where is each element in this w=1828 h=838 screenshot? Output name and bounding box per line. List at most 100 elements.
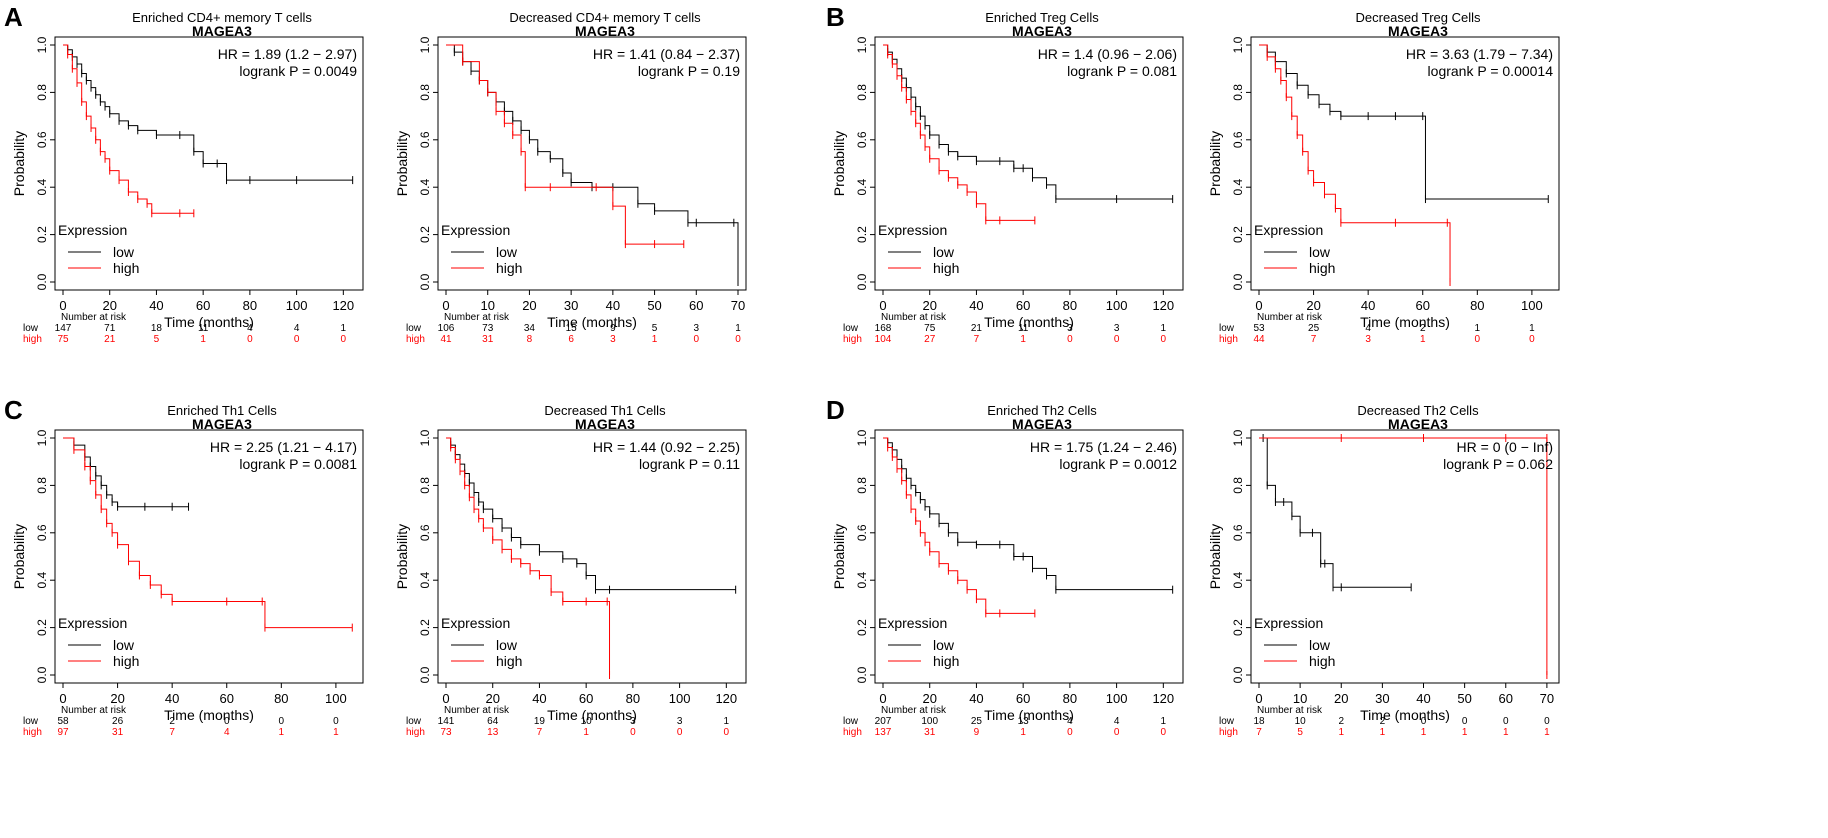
risk-count-low: 4: [247, 323, 253, 334]
legend-label-high: high: [1309, 260, 1335, 276]
hazard-ratio-text: HR = 1.44 (0.92 − 2.25): [593, 439, 740, 455]
risk-row-label-high: high: [843, 727, 862, 738]
risk-row-label-high: high: [406, 727, 425, 738]
risk-count-high: 75: [57, 334, 69, 345]
risk-count-high: 0: [630, 727, 636, 738]
risk-count-low: 141: [438, 716, 455, 727]
y-tick-label: 0.4: [35, 572, 49, 589]
panel-letter-a: A: [4, 2, 23, 32]
risk-row-label-high: high: [1219, 334, 1238, 345]
risk-count-high: 5: [154, 334, 160, 345]
risk-count-low: 1: [1161, 716, 1167, 727]
risk-row-label-high: high: [843, 334, 862, 345]
plot-title: Enriched Th2 Cells: [987, 403, 1097, 418]
risk-row-label-high: high: [23, 727, 42, 738]
x-tick-label: 80: [1470, 298, 1484, 313]
km-curve-high: [446, 437, 611, 675]
number-at-risk-title: Number at risk: [881, 705, 947, 716]
x-tick-label: 0: [879, 691, 886, 706]
plot-title: Decreased Th1 Cells: [544, 403, 666, 418]
risk-count-low: 0: [1503, 716, 1509, 727]
plot-title: Enriched Treg Cells: [985, 10, 1099, 25]
x-tick-label: 60: [689, 298, 703, 313]
x-axis-label: Time (months): [164, 314, 254, 330]
risk-count-low: 4: [1067, 716, 1073, 727]
risk-count-high: 0: [1114, 727, 1120, 738]
y-axis-label: Probability: [11, 131, 27, 196]
km-curve-low: [1259, 437, 1412, 588]
y-tick-label: 0.2: [35, 226, 49, 243]
legend-title: Expression: [441, 222, 510, 238]
x-axis-label: Time (months): [984, 707, 1074, 723]
risk-count-high: 1: [279, 727, 285, 738]
x-tick-label: 80: [243, 298, 257, 313]
legend-label-high: high: [933, 653, 959, 669]
risk-count-low: 9: [610, 323, 616, 334]
km-curve-high: [883, 437, 1035, 614]
risk-count-high: 31: [112, 727, 124, 738]
risk-count-high: 5: [1297, 727, 1303, 738]
y-tick-label: 0.6: [855, 131, 869, 148]
logrank-p-text: logrank P = 0.19: [638, 63, 740, 79]
risk-count-high: 3: [1365, 334, 1371, 345]
y-tick-label: 1.0: [35, 36, 49, 53]
logrank-p-text: logrank P = 0.081: [1067, 63, 1177, 79]
number-at-risk-title: Number at risk: [1257, 312, 1323, 323]
legend-label-high: high: [933, 260, 959, 276]
plot-frame: [54, 429, 364, 684]
x-tick-label: 20: [1334, 691, 1348, 706]
risk-count-low: 26: [112, 716, 124, 727]
x-tick-label: 40: [1361, 298, 1375, 313]
plot-subtitle: MAGEA3: [192, 23, 252, 39]
y-tick-label: 1.0: [855, 429, 869, 446]
risk-row-label-high: high: [23, 334, 42, 345]
x-tick-label: 120: [1152, 691, 1174, 706]
risk-count-low: 147: [55, 323, 72, 334]
plot-subtitle: MAGEA3: [1012, 416, 1072, 432]
risk-count-low: 106: [438, 323, 455, 334]
x-tick-label: 50: [647, 298, 661, 313]
panel-letter-d: D: [826, 395, 845, 425]
legend-label-low: low: [496, 637, 518, 653]
risk-count-high: 0: [735, 334, 741, 345]
plot-frame: [874, 429, 1184, 684]
y-axis-label: Probability: [831, 524, 847, 589]
risk-row-label-low: low: [406, 323, 422, 334]
x-tick-label: 40: [165, 691, 179, 706]
x-tick-label: 80: [274, 691, 288, 706]
risk-count-low: 1: [735, 323, 741, 334]
km-plot-c2: Decreased Th1 Cells MAGEA3 0.0 0.2 0.4 0.6 0.8…: [383, 393, 823, 805]
x-tick-label: 80: [1063, 691, 1077, 706]
plot-title: Decreased Th2 Cells: [1357, 403, 1479, 418]
y-tick-label: 1.0: [1231, 429, 1245, 446]
risk-count-high: 1: [652, 334, 658, 345]
panel-letter-c: C: [4, 395, 23, 425]
risk-count-high: 1: [1421, 727, 1427, 738]
x-axis-label: Time (months): [1360, 314, 1450, 330]
legend-label-low: low: [496, 244, 518, 260]
y-tick-label: 0.2: [418, 619, 432, 636]
y-tick-label: 1.0: [418, 429, 432, 446]
risk-count-low: 19: [534, 716, 546, 727]
y-tick-label: 0.8: [418, 477, 432, 494]
risk-count-low: 25: [1308, 323, 1320, 334]
y-axis-label: Probability: [1207, 131, 1223, 196]
number-at-risk-title: Number at risk: [61, 312, 127, 323]
number-at-risk-title: Number at risk: [444, 312, 510, 323]
y-tick-label: 0.6: [418, 131, 432, 148]
risk-count-high: 4: [224, 727, 230, 738]
risk-count-low: 1: [1529, 323, 1535, 334]
km-plot-b: Enriched Treg Cells MAGEA3 0.0 0.2 0.4 0.6 0.8…: [820, 0, 1260, 412]
y-tick-label: 0.6: [855, 524, 869, 541]
risk-count-low: 18: [1253, 716, 1265, 727]
risk-count-high: 31: [924, 727, 936, 738]
x-tick-label: 20: [1306, 298, 1320, 313]
y-tick-label: 0.8: [1231, 477, 1245, 494]
risk-count-low: 100: [921, 716, 938, 727]
x-tick-label: 40: [606, 298, 620, 313]
